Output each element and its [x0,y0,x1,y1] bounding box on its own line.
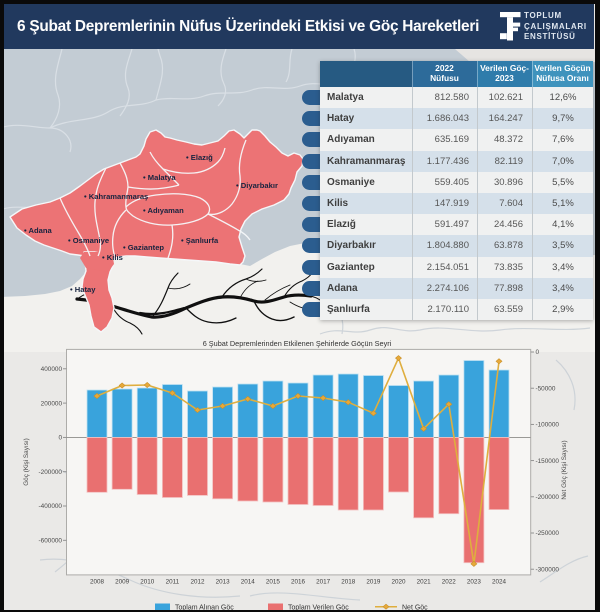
svg-text:400000: 400000 [41,366,63,373]
svg-text:2023: 2023 [467,579,482,586]
svg-text:2018: 2018 [341,579,356,586]
svg-text:0: 0 [536,349,540,356]
svg-text:-300000: -300000 [536,566,560,573]
svg-text:• Malatya: • Malatya [143,173,176,182]
svg-text:• Osmaniye: • Osmaniye [68,236,109,245]
svg-text:2009: 2009 [115,579,130,586]
svg-text:Net Göç (Kişi Sayısı): Net Göç (Kişi Sayısı) [561,440,568,499]
svg-text:2020: 2020 [391,579,406,586]
svg-text:2022: 2022 [442,579,457,586]
svg-text:-150000: -150000 [536,458,560,465]
svg-text:-200000: -200000 [536,494,560,501]
svg-text:-400000: -400000 [39,503,63,510]
svg-text:-100000: -100000 [536,422,560,429]
svg-text:2015: 2015 [266,579,281,586]
svg-text:Göç (Kişi Sayısı): Göç (Kişi Sayısı) [23,438,30,486]
svg-text:-600000: -600000 [39,538,63,545]
svg-text:Toplam Alınan Göç: Toplam Alınan Göç [175,605,234,612]
svg-text:-200000: -200000 [39,469,63,476]
svg-text:• Hatay: • Hatay [70,285,96,294]
svg-text:2014: 2014 [241,579,256,586]
svg-text:0: 0 [58,435,62,442]
svg-text:• Gaziantep: • Gaziantep [123,243,164,252]
svg-text:• Elazığ: • Elazığ [186,153,213,162]
svg-text:2019: 2019 [366,579,381,586]
svg-text:• Adıyaman: • Adıyaman [143,206,184,215]
svg-text:6 Şubat Depremlerinden Etkilen: 6 Şubat Depremlerinden Etkilenen Şehirle… [203,339,392,348]
svg-text:2017: 2017 [316,579,331,586]
svg-text:2011: 2011 [166,579,180,586]
svg-text:200000: 200000 [41,400,63,407]
svg-text:2012: 2012 [190,579,205,586]
svg-text:2021: 2021 [417,579,432,586]
svg-text:2008: 2008 [90,579,105,586]
svg-text:-250000: -250000 [536,530,560,537]
svg-text:2024: 2024 [492,579,507,586]
svg-text:Net Göç: Net Göç [402,605,428,612]
svg-text:• Şanlıurfa: • Şanlıurfa [181,236,219,245]
svg-text:2010: 2010 [140,579,155,586]
svg-text:• Diyarbakır: • Diyarbakır [236,181,278,190]
svg-text:• Adana: • Adana [24,226,52,235]
svg-text:• Kilis: • Kilis [102,253,123,262]
svg-text:Toplam Verilen Göç: Toplam Verilen Göç [288,605,349,612]
svg-text:2016: 2016 [291,579,306,586]
svg-text:2013: 2013 [216,579,231,586]
svg-text:-50000: -50000 [536,385,556,392]
svg-text:• Kahramanmaraş: • Kahramanmaraş [84,192,148,201]
